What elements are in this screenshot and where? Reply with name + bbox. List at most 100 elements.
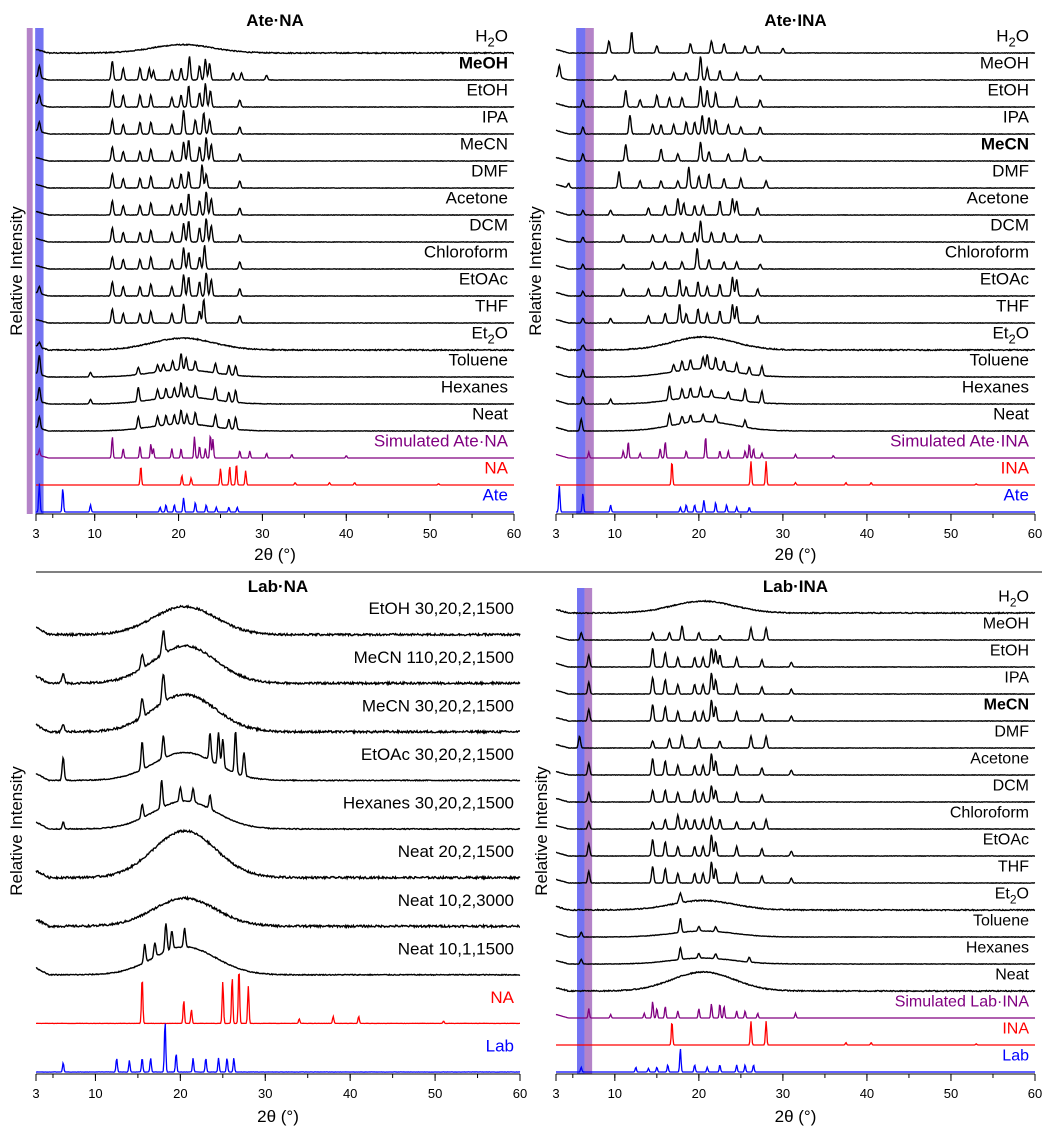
- trace-toluene: [35, 353, 514, 379]
- label-subscript: 2: [488, 35, 495, 50]
- series-label-etoac-30-20-2-1500: EtOAc 30,20,2,1500: [361, 745, 514, 764]
- trace-acetone: [555, 753, 1036, 777]
- series-label-dmf: DMF: [471, 162, 508, 181]
- x-tick-label: 60: [1028, 1086, 1042, 1101]
- x-tick-label: 50: [944, 1086, 958, 1101]
- label-part: H: [996, 27, 1008, 46]
- series-label-hexanes: Hexanes: [966, 940, 1029, 957]
- trace-simulated-ate-na: [35, 434, 514, 459]
- series-label-acetone: Acetone: [446, 189, 508, 208]
- series-label-etoac: EtOAc: [459, 270, 509, 289]
- x-tick-label: 20: [692, 1086, 706, 1101]
- trace-et2o: [35, 336, 515, 352]
- series-label-neat-20-2-1500: Neat 20,2,1500: [398, 842, 514, 861]
- series-label-toluene: Toluene: [969, 351, 1029, 370]
- series-label-etoac: EtOAc: [983, 832, 1029, 849]
- x-tick-label: 3: [32, 1086, 39, 1101]
- trace-lab: [556, 1048, 1035, 1073]
- highlight-band-2: [35, 28, 44, 514]
- trace-h2o: [555, 599, 1036, 615]
- label-subscript: 2: [1010, 893, 1017, 907]
- x-tick-label: 50: [423, 526, 437, 541]
- label-subscript: 2: [1010, 596, 1017, 610]
- x-tick-label: 30: [255, 526, 269, 541]
- trace-etoac: [35, 272, 515, 298]
- series-label-etoac: EtOAc: [980, 270, 1030, 289]
- label-subscript: 2: [488, 332, 495, 347]
- trace-et2o: [555, 891, 1036, 912]
- series-label-etoh: EtOH: [987, 81, 1029, 100]
- x-tick-label: 30: [258, 1086, 272, 1101]
- series-label-thf: THF: [475, 297, 508, 316]
- series-label-toluene: Toluene: [973, 913, 1029, 930]
- label-part: O: [1016, 27, 1029, 46]
- series-label-ipa: IPA: [1004, 670, 1029, 687]
- trace-mecn-110-20-2-1500: [35, 630, 521, 687]
- series-label-ipa: IPA: [482, 108, 509, 127]
- y-axis-label: Relative Intensity: [7, 206, 26, 336]
- trace-neat: [555, 411, 1036, 433]
- trace-etoh: [555, 648, 1036, 669]
- trace-dcm: [555, 785, 1036, 804]
- series-label-dcm: DCM: [990, 216, 1029, 235]
- series-label-mecn: MeCN: [984, 697, 1029, 714]
- series-label-h2o: H2O: [475, 27, 508, 50]
- series-label-lab: Lab: [486, 1037, 514, 1056]
- x-tick-label: 20: [692, 526, 706, 541]
- trace-ipa: [555, 115, 1036, 136]
- trace-h2o: [35, 43, 514, 55]
- x-tick-label: 30: [776, 1086, 790, 1101]
- trace-acetone: [555, 198, 1036, 217]
- trace-toluene: [555, 354, 1036, 379]
- trace-etoac: [556, 834, 1035, 858]
- trace-ate: [556, 485, 1035, 513]
- panel-lab-ina: H2OMeOHEtOHIPAMeCNDMFAcetoneDCMChlorofor…: [532, 577, 1042, 1126]
- label-part: H: [475, 27, 487, 46]
- series-label-mecn-30-20-2-1500: MeCN 30,20,2,1500: [362, 696, 514, 715]
- series-label-meoh: MeOH: [983, 616, 1029, 633]
- series-label-h2o: H2O: [998, 589, 1029, 610]
- highlight-band-1: [576, 28, 586, 514]
- x-tick-label: 60: [1028, 526, 1042, 541]
- trace-ipa: [35, 110, 514, 136]
- x-tick-label: 10: [88, 1086, 102, 1101]
- panel-title: Ate·INA: [764, 11, 826, 30]
- x-tick-label: 60: [513, 1086, 527, 1101]
- label-part: O: [1016, 324, 1029, 343]
- trace-dmf: [555, 166, 1036, 190]
- trace-hexanes-30-20-2-1500: [35, 780, 521, 831]
- highlight-band-1: [577, 588, 585, 1074]
- label-part: O: [1017, 886, 1029, 903]
- trace-dcm: [555, 220, 1036, 244]
- trace-neat-20-2-1500: [35, 828, 521, 881]
- label-part: Et: [995, 886, 1011, 903]
- label-subscript: 2: [1009, 35, 1016, 50]
- series-label-hexanes: Hexanes: [441, 378, 508, 397]
- x-axis-label: 2θ (°): [254, 545, 296, 564]
- series-label-etoh-30-20-2-1500: EtOH 30,20,2,1500: [368, 599, 514, 618]
- trace-thf: [556, 861, 1036, 885]
- trace-mecn: [35, 137, 515, 163]
- trace-ipa: [555, 672, 1035, 696]
- panel-title: Ate·NA: [246, 11, 304, 30]
- series-label-simulated-ate-ina: Simulated Ate·INA: [890, 432, 1030, 451]
- series-label-ate: Ate: [482, 486, 508, 505]
- label-part: O: [495, 324, 508, 343]
- x-axis-label: 2θ (°): [775, 1107, 817, 1126]
- x-tick-label: 20: [171, 526, 185, 541]
- series-label-chloroform: Chloroform: [945, 243, 1029, 262]
- trace-neat-10-2-3000: [35, 895, 520, 930]
- x-tick-label: 50: [944, 526, 958, 541]
- trace-na: [36, 973, 520, 1025]
- series-label-meoh: MeOH: [459, 54, 508, 73]
- series-label-ina: INA: [1001, 459, 1030, 478]
- label-part: H: [998, 589, 1010, 606]
- x-tick-label: 10: [608, 1086, 622, 1101]
- x-tick-label: 3: [552, 1086, 559, 1101]
- trace-etoh: [35, 83, 515, 109]
- series-label-et2o: Et2O: [992, 324, 1029, 347]
- trace-chloroform: [35, 245, 514, 271]
- trace-neat-10-1-1500: [35, 923, 521, 977]
- series-label-acetone: Acetone: [967, 189, 1029, 208]
